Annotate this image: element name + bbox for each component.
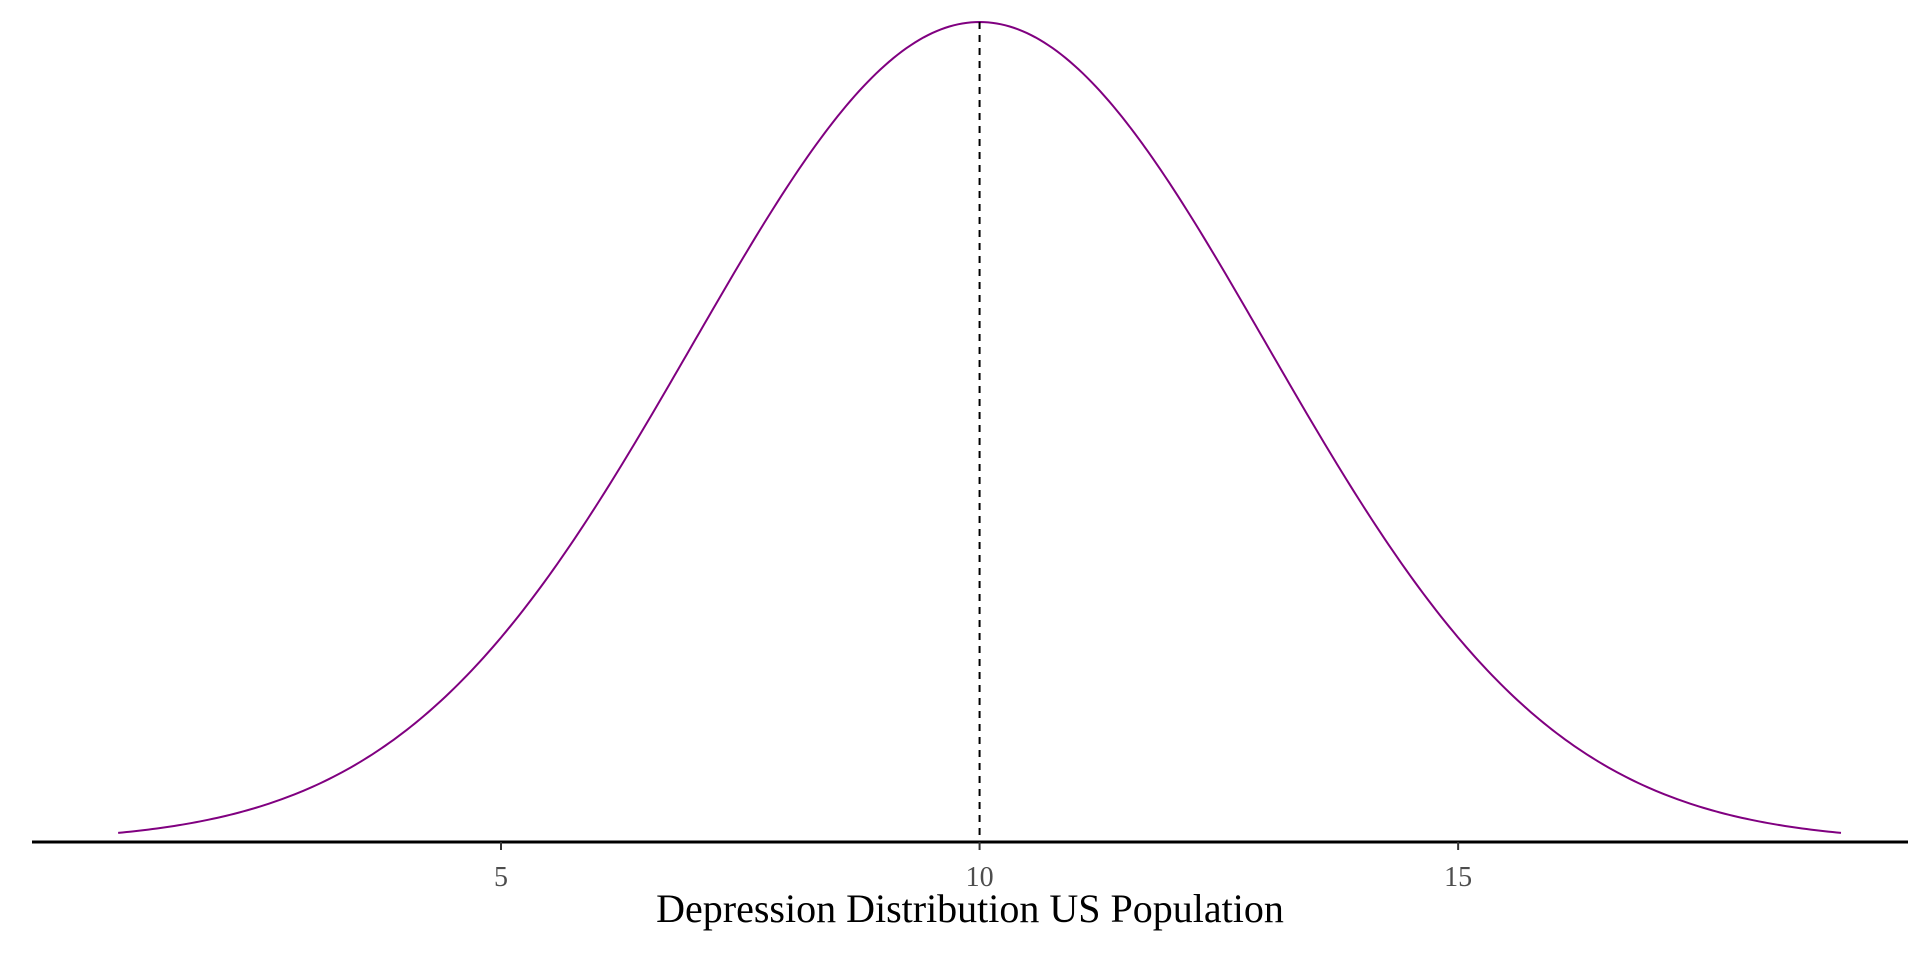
x-tick-label: 10 <box>966 862 994 893</box>
x-tick-label: 15 <box>1444 862 1472 893</box>
x-axis-title: Depression Distribution US Population <box>656 886 1284 931</box>
x-axis-ticks: 5 10 15 <box>494 842 1472 893</box>
x-tick-label: 5 <box>494 862 508 893</box>
